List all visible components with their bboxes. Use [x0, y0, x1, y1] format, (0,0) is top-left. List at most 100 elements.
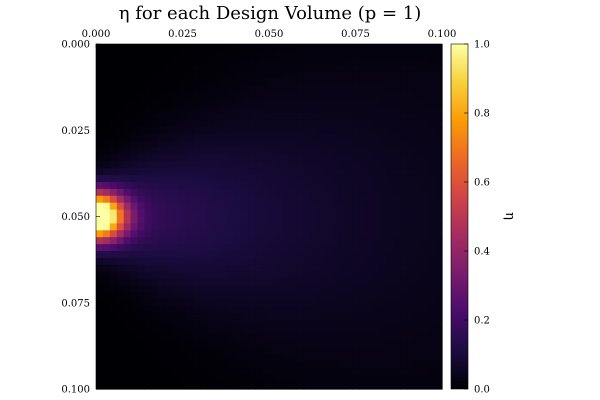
- heatmap-cell: [296, 216, 305, 224]
- heatmap-cell: [296, 326, 305, 335]
- heatmap-cell: [109, 216, 118, 224]
- heatmap-cell: [275, 320, 284, 328]
- heatmap-cell: [386, 106, 395, 114]
- heatmap-cell: [137, 292, 146, 300]
- heatmap-cell: [248, 216, 256, 224]
- heatmap-cell: [151, 223, 159, 231]
- heatmap-cell: [255, 320, 263, 328]
- heatmap-cell: [102, 299, 111, 307]
- heatmap-cell: [331, 340, 339, 349]
- heatmap-cell: [130, 168, 139, 176]
- heatmap-cell: [116, 382, 125, 390]
- heatmap-cell: [317, 113, 325, 121]
- heatmap-cell: [310, 119, 319, 128]
- heatmap-cell: [213, 340, 222, 349]
- heatmap-cell: [220, 251, 229, 259]
- heatmap-cell: [386, 306, 395, 314]
- heatmap-cell: [227, 326, 235, 335]
- heatmap-cell: [165, 99, 173, 107]
- heatmap-cell: [185, 223, 194, 231]
- heatmap-cell: [158, 257, 166, 266]
- heatmap-cell: [400, 182, 408, 190]
- heatmap-cell: [109, 182, 118, 190]
- heatmap-cell: [109, 264, 118, 273]
- heatmap-cell: [241, 161, 249, 169]
- heatmap-cell: [345, 292, 353, 300]
- heatmap-cell: [109, 368, 118, 376]
- heatmap-cell: [185, 44, 194, 52]
- heatmap-cell: [269, 161, 277, 169]
- heatmap-cell: [338, 195, 346, 204]
- heatmap-cell: [310, 154, 319, 162]
- heatmap-cell: [255, 340, 263, 349]
- heatmap-cell: [275, 368, 284, 376]
- heatmap-cell: [144, 326, 152, 335]
- heatmap-cell: [262, 292, 270, 300]
- heatmap-cell: [407, 50, 415, 59]
- heatmap-cell: [358, 126, 367, 135]
- heatmap-cell: [393, 202, 402, 211]
- colorbar-label: η: [502, 212, 517, 220]
- heatmap-cell: [296, 375, 305, 383]
- colorbar-tick-label: 0.2: [474, 316, 490, 327]
- heatmap-cell: [386, 257, 395, 266]
- heatmap-cell: [296, 292, 305, 300]
- heatmap-cell: [421, 78, 429, 86]
- heatmap-cell: [310, 126, 319, 135]
- heatmap-cell: [109, 271, 118, 280]
- heatmap-cell: [303, 161, 312, 169]
- heatmap-cell: [317, 271, 325, 280]
- heatmap-cell: [234, 113, 242, 121]
- heatmap-cell: [179, 333, 187, 342]
- heatmap-cell: [338, 64, 346, 73]
- heatmap-cell: [144, 57, 152, 66]
- heatmap-cell: [310, 202, 319, 211]
- heatmap-cell: [324, 133, 332, 142]
- heatmap-cell: [227, 195, 235, 204]
- heatmap-cell: [234, 354, 242, 362]
- heatmap-cell: [102, 368, 111, 376]
- heatmap-cell: [172, 285, 180, 293]
- heatmap-cell: [269, 237, 277, 245]
- heatmap-cell: [185, 278, 194, 287]
- heatmap-cell: [400, 119, 408, 128]
- heatmap-cell: [428, 271, 436, 280]
- heatmap-cell: [296, 85, 305, 93]
- heatmap-cell: [96, 285, 104, 293]
- heatmap-cell: [255, 57, 263, 66]
- heatmap-cell: [116, 92, 125, 100]
- chart-title: η for each Design Volume (p = 1): [119, 3, 422, 24]
- heatmap-cell: [386, 92, 395, 100]
- heatmap-cell: [192, 154, 201, 162]
- heatmap-cell: [296, 195, 305, 204]
- heatmap-cell: [289, 216, 298, 224]
- heatmap-cell: [144, 50, 152, 59]
- heatmap-cell: [435, 92, 443, 100]
- x-tick-label: 0.100: [428, 29, 457, 40]
- heatmap-cell: [255, 50, 263, 59]
- heatmap-cell: [386, 78, 395, 86]
- heatmap-cell: [428, 85, 436, 93]
- heatmap-cell: [358, 188, 367, 197]
- heatmap-cell: [275, 292, 284, 300]
- heatmap-cell: [289, 306, 298, 314]
- heatmap-cell: [130, 292, 139, 300]
- heatmap-cell: [269, 154, 277, 162]
- heatmap-cell: [435, 237, 443, 245]
- heatmap-cell: [352, 320, 360, 328]
- heatmap-cell: [275, 340, 284, 349]
- heatmap-cell: [393, 251, 402, 259]
- heatmap-cell: [241, 313, 249, 321]
- heatmap-cell: [275, 85, 284, 93]
- heatmap-cell: [158, 99, 166, 107]
- heatmap-cell: [151, 299, 159, 307]
- heatmap-cell: [255, 202, 263, 211]
- heatmap-cell: [289, 133, 298, 142]
- heatmap-cell: [130, 251, 139, 259]
- heatmap-cell: [303, 209, 312, 218]
- heatmap-cell: [172, 202, 180, 211]
- heatmap-cell: [144, 188, 152, 197]
- heatmap-cell: [296, 106, 305, 114]
- heatmap-cell: [96, 71, 104, 80]
- heatmap-cell: [400, 320, 408, 328]
